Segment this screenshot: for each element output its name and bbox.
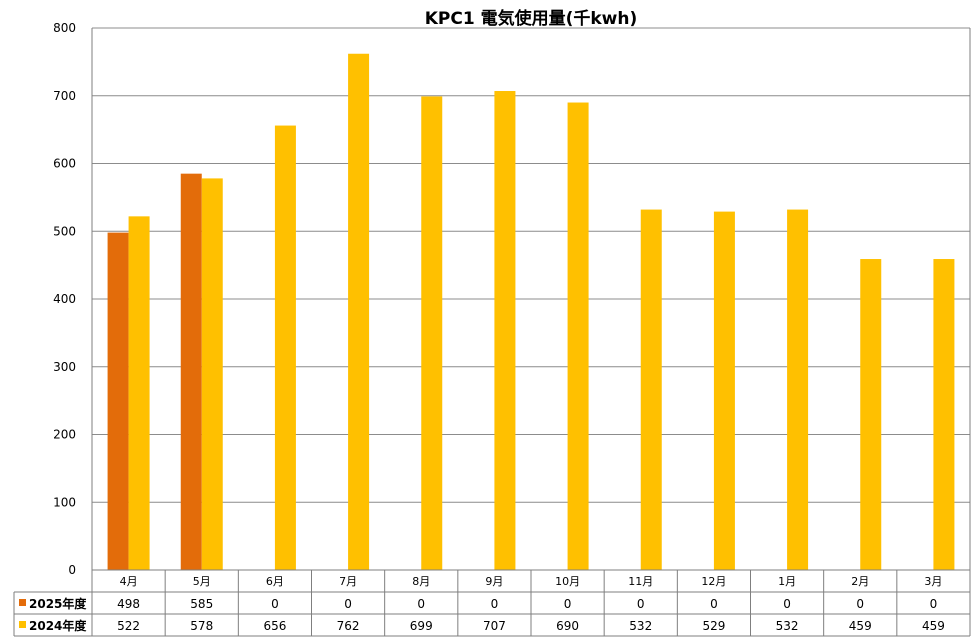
x-tick-label: 6月 xyxy=(266,575,284,588)
x-tick-label: 11月 xyxy=(628,575,653,588)
bar-2024年度-1月 xyxy=(787,209,809,570)
x-tick-label: 4月 xyxy=(120,575,138,588)
bar-2024年度-9月 xyxy=(494,91,516,570)
bar-2024年度-8月 xyxy=(421,96,443,571)
data-label: 0 xyxy=(564,597,572,611)
legend-label: 2024年度 xyxy=(29,618,87,633)
data-label: 0 xyxy=(417,597,425,611)
x-tick-label: 3月 xyxy=(924,575,942,588)
x-tick-label: 12月 xyxy=(701,575,726,588)
data-label: 0 xyxy=(491,597,499,611)
data-label: 529 xyxy=(702,619,725,633)
x-tick-label: 7月 xyxy=(339,575,357,588)
x-tick-label: 1月 xyxy=(778,575,796,588)
data-label: 459 xyxy=(922,619,945,633)
data-label: 0 xyxy=(637,597,645,611)
x-tick-label: 8月 xyxy=(412,575,430,588)
y-tick-label: 600 xyxy=(53,157,76,171)
bar-2024年度-10月 xyxy=(567,102,589,571)
data-label: 459 xyxy=(849,619,872,633)
chart-title: KPC1 電気使用量(千kwh) xyxy=(425,8,638,29)
bar-2024年度-5月 xyxy=(201,178,223,570)
y-tick-label: 700 xyxy=(53,89,76,103)
x-tick-label: 5月 xyxy=(193,575,211,588)
bar-2024年度-7月 xyxy=(348,53,370,571)
bar-2025年度-4月 xyxy=(107,232,129,571)
data-label: 578 xyxy=(190,619,213,633)
y-tick-label: 800 xyxy=(53,21,76,35)
data-label: 690 xyxy=(556,619,579,633)
bar-2024年度-11月 xyxy=(640,209,662,570)
data-label: 498 xyxy=(117,597,140,611)
data-label: 0 xyxy=(856,597,864,611)
legend-key-2024年度 xyxy=(19,621,26,628)
data-label: 656 xyxy=(263,619,286,633)
data-label: 0 xyxy=(344,597,352,611)
bar-2024年度-3月 xyxy=(933,259,955,570)
data-label: 0 xyxy=(271,597,279,611)
legend-label: 2025年度 xyxy=(29,596,87,611)
data-label: 762 xyxy=(337,619,360,633)
y-tick-label: 0 xyxy=(68,563,76,577)
y-tick-label: 500 xyxy=(53,224,76,238)
y-tick-label: 300 xyxy=(53,360,76,374)
data-label: 707 xyxy=(483,619,506,633)
data-label: 0 xyxy=(783,597,791,611)
data-label: 699 xyxy=(410,619,433,633)
y-tick-label: 400 xyxy=(53,292,76,306)
bar-2025年度-5月 xyxy=(180,173,202,570)
data-label: 0 xyxy=(710,597,718,611)
y-tick-label: 100 xyxy=(53,495,76,509)
bar-2024年度-12月 xyxy=(713,211,735,571)
data-label: 532 xyxy=(776,619,799,633)
x-tick-label: 2月 xyxy=(851,575,869,588)
data-label: 0 xyxy=(930,597,938,611)
x-tick-label: 9月 xyxy=(485,575,503,588)
bar-2024年度-4月 xyxy=(128,216,150,570)
bar-2024年度-2月 xyxy=(860,259,882,570)
legend-key-2025年度 xyxy=(19,599,26,606)
data-label: 585 xyxy=(190,597,213,611)
data-label: 522 xyxy=(117,619,140,633)
data-label: 532 xyxy=(629,619,652,633)
bar-2024年度-6月 xyxy=(274,125,296,570)
x-tick-label: 10月 xyxy=(555,575,580,588)
y-tick-label: 200 xyxy=(53,428,76,442)
